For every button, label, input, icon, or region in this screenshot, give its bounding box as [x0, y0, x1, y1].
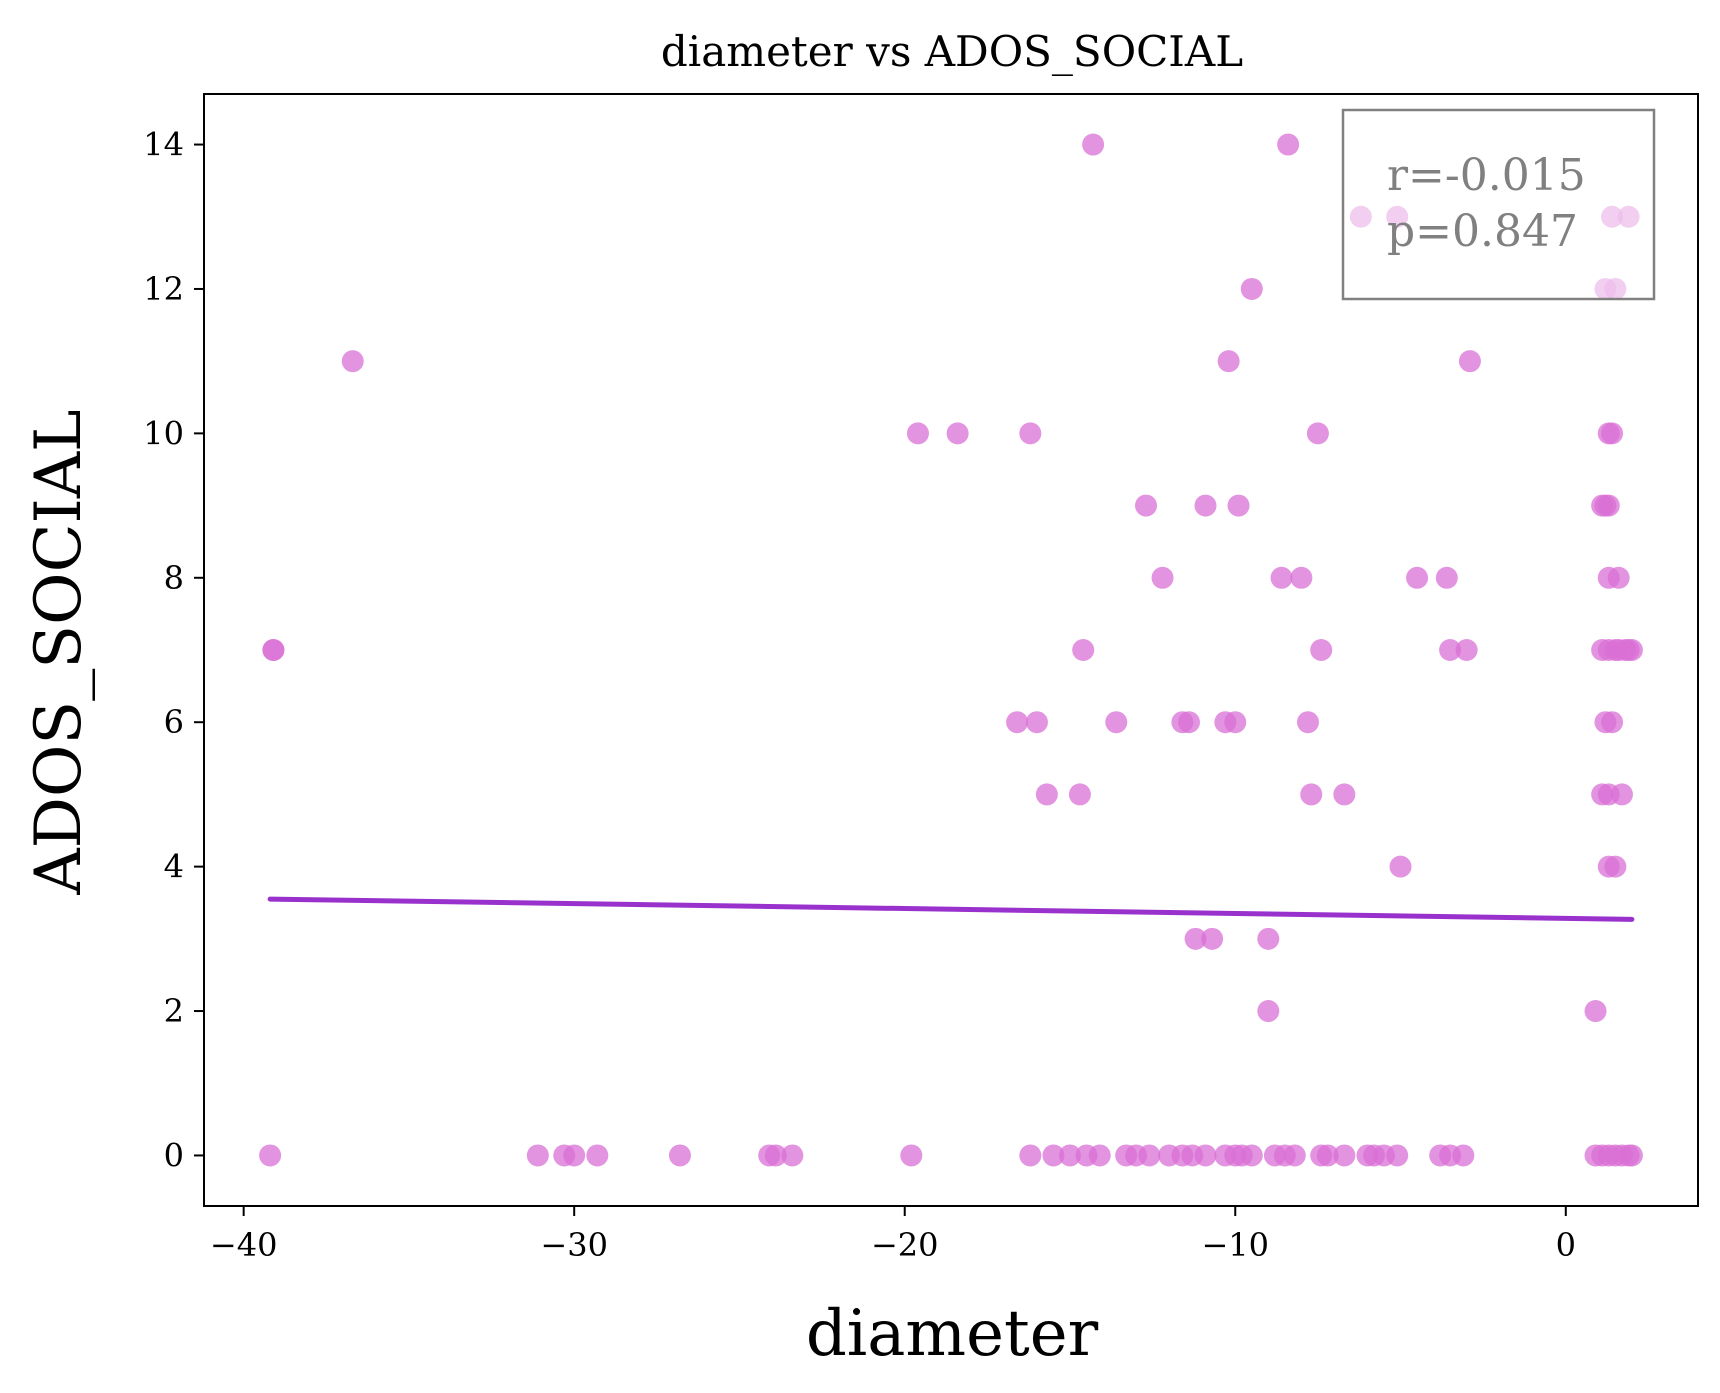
stats-r-text: r=-0.015 — [1387, 150, 1586, 201]
data-point-16 — [1019, 422, 1042, 445]
x-tick-label: −40 — [210, 1226, 278, 1264]
data-point-77 — [781, 1144, 804, 1167]
data-point-90 — [1194, 1144, 1217, 1167]
data-point-20 — [1135, 494, 1158, 517]
data-point-99 — [1316, 1144, 1339, 1167]
data-point-13 — [1458, 350, 1481, 373]
data-point-97 — [1283, 1144, 1306, 1167]
data-point-65 — [1184, 927, 1207, 950]
data-point-54 — [1601, 711, 1624, 734]
data-point-29 — [1406, 566, 1429, 589]
y-tick-label: 4 — [164, 848, 184, 886]
regression-line — [267, 896, 1635, 922]
data-point-26 — [1151, 566, 1174, 589]
data-point-73 — [586, 1144, 609, 1167]
data-point-86 — [1138, 1144, 1161, 1167]
y-tick-label: 6 — [164, 703, 184, 741]
data-point-34 — [1072, 639, 1095, 661]
data-point-49 — [1177, 711, 1200, 734]
data-point-35 — [1310, 639, 1333, 661]
x-tick-label: −10 — [1201, 1226, 1269, 1264]
y-tick-label: 8 — [164, 559, 184, 597]
data-point-68 — [1257, 1000, 1280, 1023]
data-point-17 — [1306, 422, 1329, 445]
data-point-14 — [906, 422, 929, 445]
data-point-30 — [1435, 566, 1458, 589]
data-point-46 — [1025, 711, 1048, 734]
chart-title: diameter vs ADOS_SOCIAL — [661, 27, 1243, 76]
data-point-47 — [1105, 711, 1128, 734]
data-point-33 — [262, 639, 285, 661]
data-point-79 — [1019, 1144, 1042, 1167]
data-point-61 — [1610, 783, 1633, 806]
data-point-56 — [1068, 783, 1091, 806]
data-point-12 — [1217, 350, 1240, 373]
data-point-76 — [764, 1144, 787, 1167]
stats-p-text: p=0.847 — [1387, 206, 1578, 257]
data-point-70 — [526, 1144, 549, 1167]
y-tick-label: 0 — [164, 1136, 184, 1174]
x-tick-label: 0 — [1556, 1226, 1576, 1264]
x-axis-label: diameter — [806, 1297, 1099, 1371]
data-point-81 — [1058, 1144, 1081, 1167]
data-point-83 — [1088, 1144, 1111, 1167]
data-point-58 — [1333, 783, 1356, 806]
data-point-104 — [1386, 1144, 1409, 1167]
data-point-0 — [341, 350, 364, 373]
x-tick-label: −30 — [540, 1226, 608, 1264]
data-point-4 — [1277, 133, 1300, 156]
y-tick-label: 12 — [143, 270, 184, 308]
data-point-27 — [1270, 566, 1293, 589]
data-point-78 — [900, 1144, 923, 1167]
data-point-107 — [1452, 1144, 1475, 1167]
data-point-51 — [1224, 711, 1247, 734]
data-point-3 — [1082, 133, 1105, 156]
data-point-66 — [1201, 927, 1224, 950]
data-point-32 — [1607, 566, 1630, 589]
y-tick-label: 2 — [164, 992, 184, 1030]
data-point-114 — [1620, 1144, 1643, 1167]
data-point-94 — [1240, 1144, 1263, 1167]
data-point-36 — [1439, 639, 1462, 661]
ticks-layer: −40 −30 −20 −10 0 0 2 4 6 8 10 12 14 — [143, 126, 1576, 1264]
data-point-52 — [1296, 711, 1319, 734]
data-point-80 — [1042, 1144, 1065, 1167]
data-point-55 — [1035, 783, 1058, 806]
data-point-15 — [946, 422, 969, 445]
y-axis-label: ADOS_SOCIAL — [22, 409, 96, 895]
data-point-37 — [1455, 639, 1478, 661]
data-point-69 — [1584, 1000, 1607, 1023]
data-point-62 — [1389, 855, 1412, 878]
data-point-25 — [1597, 494, 1620, 517]
stats-box: r=-0.015 p=0.847 — [1341, 108, 1656, 301]
plot-frame — [203, 93, 1699, 1207]
x-tick-label: −20 — [871, 1226, 939, 1264]
data-point-45 — [1006, 711, 1029, 734]
data-point-44 — [1620, 639, 1643, 661]
data-point-57 — [1300, 783, 1323, 806]
data-point-22 — [1227, 494, 1250, 517]
regression-line-layer — [267, 896, 1635, 922]
data-point-74 — [668, 1144, 691, 1167]
data-point-19 — [1601, 422, 1624, 445]
data-point-9 — [1240, 277, 1263, 300]
data-point-28 — [1290, 566, 1313, 589]
y-tick-label: 10 — [143, 414, 184, 452]
data-point-64 — [1604, 855, 1627, 878]
data-point-2 — [259, 1144, 282, 1167]
data-point-100 — [1333, 1144, 1356, 1167]
data-point-67 — [1257, 927, 1280, 950]
y-tick-label: 14 — [143, 126, 184, 164]
data-point-72 — [563, 1144, 586, 1167]
data-point-21 — [1194, 494, 1217, 517]
stats-box-frame — [1341, 108, 1656, 301]
